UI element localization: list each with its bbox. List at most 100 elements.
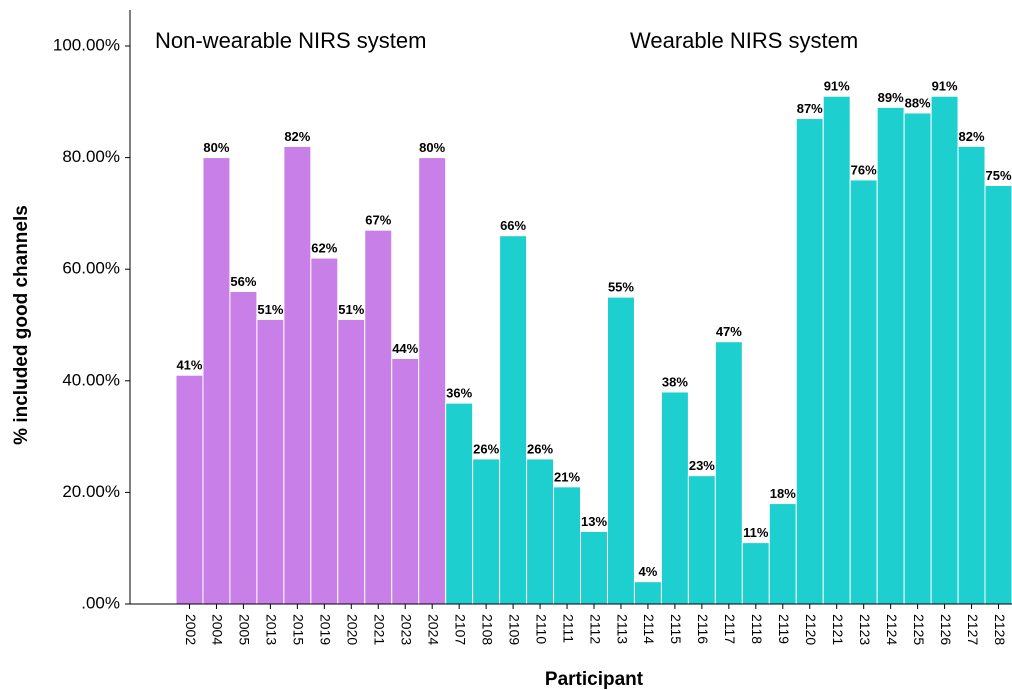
- bar: [580, 530, 608, 605]
- value-label: 26%: [527, 441, 553, 456]
- value-label: 51%: [338, 302, 364, 317]
- value-label: 80%: [419, 140, 445, 155]
- x-tick-label: 2019: [318, 614, 334, 645]
- bar: [633, 581, 662, 605]
- x-tick-label: 2107: [452, 614, 468, 645]
- bar: [903, 112, 932, 605]
- value-label: 41%: [176, 358, 202, 373]
- bar: [526, 458, 555, 605]
- value-label: 75%: [986, 168, 1012, 183]
- value-label: 82%: [284, 129, 310, 144]
- y-tick-label: 40.00%: [62, 370, 120, 389]
- x-tick-label: 2111: [560, 614, 576, 643]
- bar: [256, 318, 285, 605]
- value-label: 36%: [446, 386, 472, 401]
- x-tick-label: 2002: [183, 614, 199, 645]
- value-label: 87%: [797, 101, 823, 116]
- x-tick-label: 2013: [264, 614, 280, 645]
- bar: [283, 145, 312, 605]
- bar: [984, 185, 1012, 605]
- x-tick-label: 2123: [857, 614, 873, 645]
- x-tick-label: 2004: [210, 614, 226, 645]
- bar: [499, 235, 528, 605]
- x-tick-label: 2020: [345, 614, 361, 645]
- value-label: 18%: [770, 486, 796, 501]
- y-axis-title: % included good channels: [11, 205, 32, 445]
- y-tick-label: 60.00%: [62, 259, 120, 278]
- x-tick-label: 2127: [965, 614, 981, 645]
- x-tick-label: 2126: [938, 614, 954, 645]
- value-label: 91%: [824, 79, 850, 94]
- bar: [876, 106, 905, 605]
- value-label: 82%: [959, 129, 985, 144]
- value-label: 44%: [392, 341, 418, 356]
- bar: [795, 118, 824, 605]
- x-tick-label: 2108: [479, 614, 495, 645]
- value-label: 26%: [473, 441, 499, 456]
- x-tick-label: 2015: [291, 614, 307, 645]
- bar: [337, 318, 366, 605]
- bar: [391, 357, 420, 605]
- bar: [175, 374, 204, 605]
- bar: [660, 391, 689, 605]
- series-label: Wearable NIRS system: [630, 28, 858, 53]
- y-tick-label: .00%: [81, 593, 120, 612]
- x-tick-label: 2125: [911, 614, 927, 645]
- x-tick-label: 2115: [668, 614, 684, 644]
- x-tick-label: 2128: [992, 614, 1008, 645]
- bar: [849, 179, 878, 605]
- value-label: 62%: [311, 240, 337, 255]
- y-tick-label: 100.00%: [53, 35, 120, 54]
- bar: [768, 503, 797, 605]
- bar: [310, 257, 339, 605]
- bar: [229, 291, 258, 605]
- x-tick-label: 2124: [884, 614, 900, 645]
- bar: [418, 157, 447, 605]
- y-tick-label: 20.00%: [62, 482, 120, 501]
- value-label: 89%: [878, 90, 904, 105]
- value-label: 66%: [500, 218, 526, 233]
- value-label: 38%: [662, 374, 688, 389]
- bar: [741, 542, 770, 605]
- bar: [687, 475, 716, 605]
- value-label: 51%: [257, 302, 283, 317]
- bar: [445, 402, 474, 605]
- value-label: 11%: [743, 525, 769, 540]
- x-tick-label: 2114: [641, 614, 657, 644]
- value-label: 4%: [639, 564, 658, 579]
- bar: [822, 95, 851, 605]
- x-tick-label: 2005: [237, 614, 253, 645]
- value-label: 91%: [932, 79, 958, 94]
- bar: [553, 486, 582, 605]
- value-label: 47%: [716, 324, 742, 339]
- value-label: 76%: [851, 162, 877, 177]
- x-tick-label: 2023: [399, 614, 415, 645]
- series-label: Non-wearable NIRS system: [155, 28, 426, 53]
- value-label: 88%: [905, 95, 931, 110]
- bar: [957, 145, 986, 605]
- bar: [714, 341, 743, 605]
- x-tick-label: 2116: [695, 614, 711, 644]
- y-tick-label: 80.00%: [62, 147, 120, 166]
- value-label: 21%: [554, 469, 580, 484]
- x-tick-label: 2119: [776, 614, 792, 644]
- x-tick-label: 2112: [587, 614, 603, 644]
- bar: [930, 95, 959, 605]
- value-label: 55%: [608, 280, 634, 295]
- x-tick-label: 2024: [425, 614, 441, 645]
- bar: [202, 157, 231, 605]
- value-label: 80%: [203, 140, 229, 155]
- value-label: 56%: [230, 274, 256, 289]
- value-label: 23%: [689, 458, 715, 473]
- x-axis-title: Participant: [545, 669, 644, 690]
- value-label: 67%: [365, 213, 391, 228]
- x-tick-label: 2118: [749, 614, 765, 644]
- value-label: 13%: [581, 514, 607, 529]
- x-tick-label: 2120: [803, 614, 819, 645]
- x-tick-label: 2113: [614, 614, 630, 644]
- bar: [472, 458, 501, 605]
- bar: [364, 229, 393, 605]
- bar: [606, 296, 635, 605]
- x-tick-label: 2121: [830, 614, 846, 645]
